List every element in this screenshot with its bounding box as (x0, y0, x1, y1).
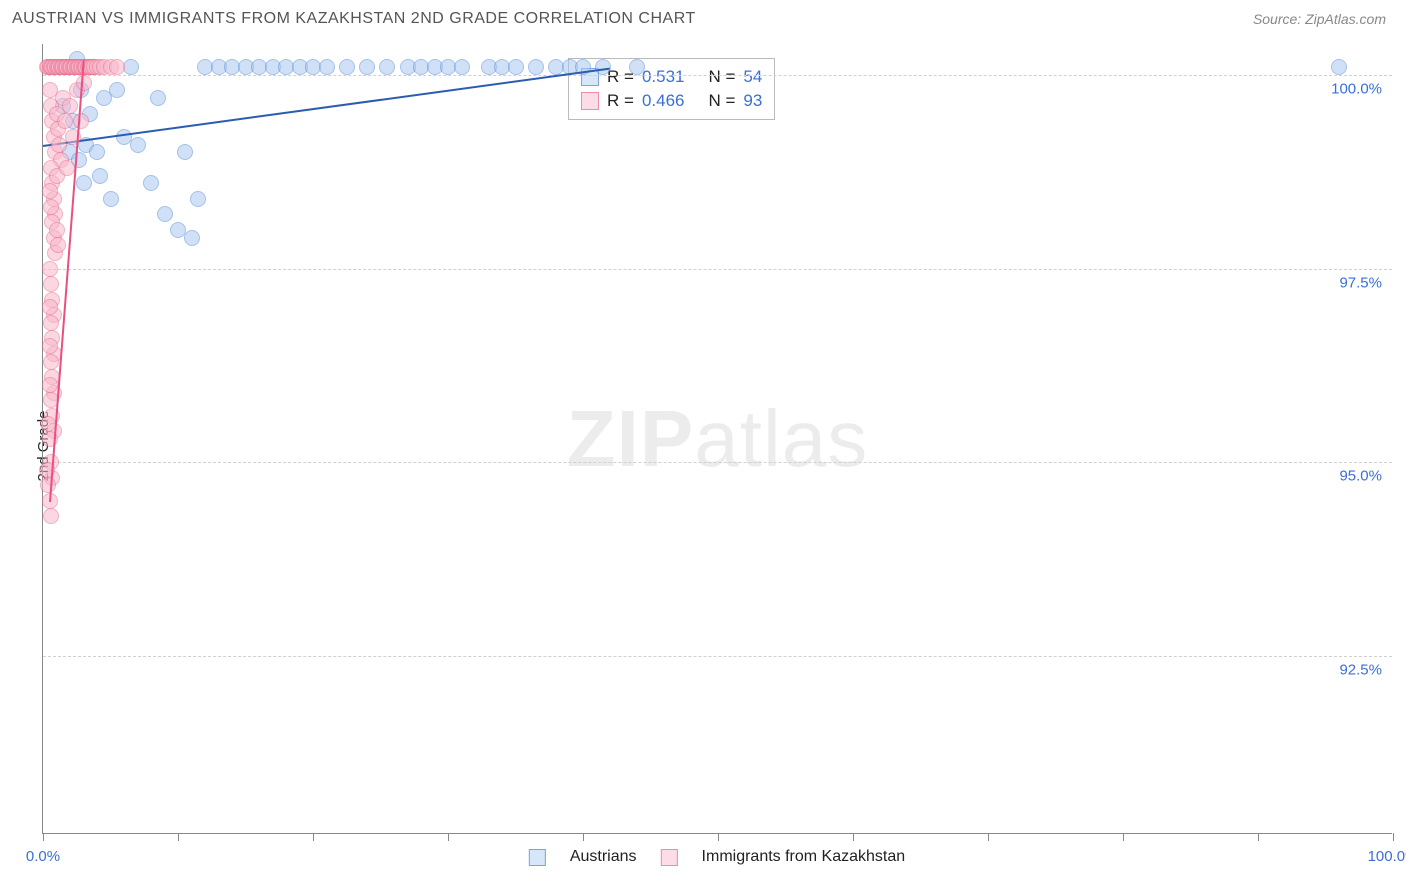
x-tick (313, 833, 314, 841)
trend-line (43, 67, 610, 146)
r-label-2: R = (607, 91, 634, 111)
source-label: Source: ZipAtlas.com (1253, 11, 1386, 27)
header-row: AUSTRIAN VS IMMIGRANTS FROM KAZAKHSTAN 2… (0, 0, 1406, 32)
swatch-pink-icon (581, 92, 599, 110)
n-value-kazakhstan: 93 (743, 91, 762, 111)
gridline (43, 269, 1392, 270)
stats-row-kazakhstan: R = 0.466 N = 93 (581, 89, 762, 113)
data-point (89, 144, 105, 160)
data-point (62, 98, 78, 114)
legend-label-kazakhstan: Immigrants from Kazakhstan (702, 848, 906, 866)
y-tick-label: 95.0% (1339, 468, 1382, 485)
data-point (157, 206, 173, 222)
data-point (339, 59, 355, 75)
data-point (109, 82, 125, 98)
data-point (528, 59, 544, 75)
gridline (43, 656, 1392, 657)
data-point (42, 377, 58, 393)
legend-label-austrians: Austrians (570, 848, 637, 866)
data-point (143, 175, 159, 191)
data-point (43, 354, 59, 370)
data-point (92, 168, 108, 184)
x-tick (853, 833, 854, 841)
data-point (508, 59, 524, 75)
y-tick-label: 100.0% (1331, 80, 1382, 97)
gridline (43, 462, 1392, 463)
data-point (42, 261, 58, 277)
legend-swatch-pink-icon (661, 849, 678, 866)
data-point (359, 59, 375, 75)
x-tick (448, 833, 449, 841)
y-tick-label: 92.5% (1339, 661, 1382, 678)
y-tick-label: 97.5% (1339, 274, 1382, 291)
x-tick (988, 833, 989, 841)
x-tick-label: 0.0% (26, 848, 60, 865)
x-tick (178, 833, 179, 841)
data-point (43, 276, 59, 292)
data-point (42, 299, 58, 315)
data-point (177, 144, 193, 160)
data-point (49, 222, 65, 238)
n-value-austrians: 54 (743, 67, 762, 87)
data-point (130, 137, 146, 153)
plot-area: ZIPatlas R = 0.531 N = 54 R = 0.466 N = … (42, 44, 1392, 834)
data-point (59, 160, 75, 176)
data-point (103, 191, 119, 207)
data-point (150, 90, 166, 106)
x-tick (43, 833, 44, 841)
data-point (109, 59, 125, 75)
x-tick (1123, 833, 1124, 841)
r-value-kazakhstan: 0.466 (642, 91, 685, 111)
series-legend: Austrians Immigrants from Kazakhstan (529, 848, 905, 866)
data-point (319, 59, 335, 75)
x-tick (718, 833, 719, 841)
data-point (1331, 59, 1347, 75)
x-tick (1258, 833, 1259, 841)
data-point (76, 175, 92, 191)
watermark: ZIPatlas (567, 393, 868, 485)
r-value-austrians: 0.531 (642, 67, 685, 87)
x-tick (583, 833, 584, 841)
data-point (454, 59, 470, 75)
data-point (76, 75, 92, 91)
x-tick-label: 100.0% (1368, 848, 1406, 865)
data-point (73, 113, 89, 129)
legend-swatch-blue-icon (529, 849, 546, 866)
chart-title: AUSTRIAN VS IMMIGRANTS FROM KAZAKHSTAN 2… (12, 10, 696, 28)
data-point (184, 230, 200, 246)
data-point (43, 199, 59, 215)
data-point (43, 508, 59, 524)
data-point (42, 183, 58, 199)
data-point (40, 477, 56, 493)
data-point (190, 191, 206, 207)
n-label-2: N = (708, 91, 735, 111)
data-point (42, 338, 58, 354)
data-point (57, 113, 73, 129)
data-point (50, 237, 66, 253)
data-point (379, 59, 395, 75)
x-tick (1393, 833, 1394, 841)
n-label: N = (708, 67, 735, 87)
chart-container: ZIPatlas R = 0.531 N = 54 R = 0.466 N = … (42, 44, 1392, 834)
data-point (43, 315, 59, 331)
data-point (629, 59, 645, 75)
